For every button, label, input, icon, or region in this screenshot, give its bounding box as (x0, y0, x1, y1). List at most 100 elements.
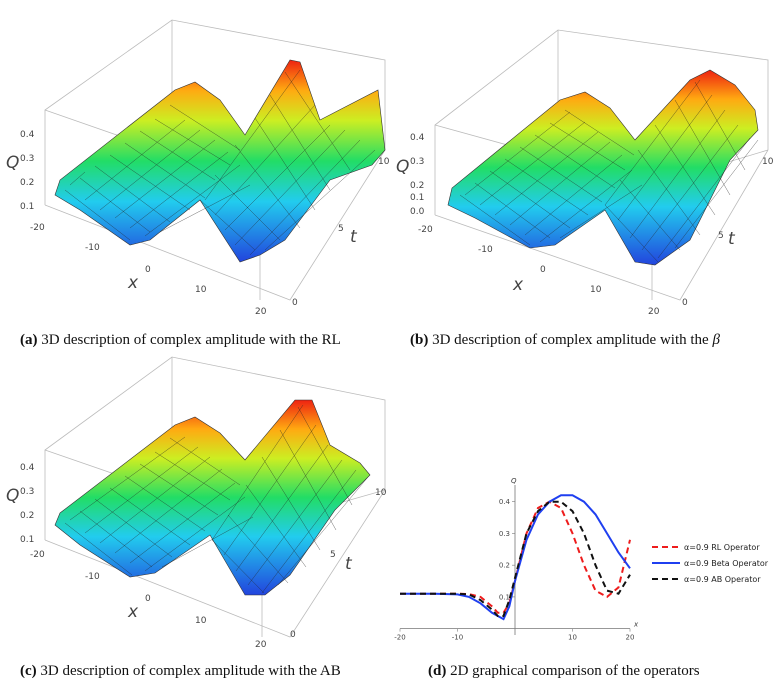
t-axis-label: t (345, 554, 353, 574)
x-tick: 20 (255, 307, 267, 317)
figure-c: 0.4 0.3 0.2 0.1 Q -20 -10 0 10 20 x 0 5 … (0, 345, 395, 688)
q-axis-label: Q (6, 486, 19, 506)
caption-text: 2D graphical comparison of the operators (450, 663, 700, 679)
t-tick: 0 (290, 630, 296, 640)
t-tick: 0 (682, 298, 688, 308)
x-tick-label: 10 (568, 634, 577, 642)
caption-tag: (d) (428, 663, 447, 679)
y-tick-label: 0.4 (499, 498, 511, 506)
q-tick: 0.1 (20, 535, 34, 545)
x-axis: -20 -10 0 10 20 x (418, 225, 660, 317)
surface-wave-c (54, 399, 371, 596)
legend-label-beta: α=0.9 Beta Operator (684, 559, 769, 568)
x-tick: 0 (145, 594, 151, 604)
x-axis: -20 -10 0 10 20 x (30, 223, 267, 317)
chart-legend: α=0.9 RL Operator α=0.9 Beta Operator α=0.… (652, 543, 769, 584)
t-axis-label: t (350, 227, 358, 247)
legend-label-rl: α=0.9 RL Operator (684, 543, 760, 552)
caption-tag: (c) (20, 663, 37, 679)
q-tick: 0.2 (20, 178, 34, 188)
x-axis-label: x (633, 621, 639, 629)
x-tick: -20 (418, 225, 433, 235)
caption-text: 3D description of complex amplitude with… (40, 663, 341, 679)
x-tick-label: -10 (452, 634, 463, 642)
y-axis-label: Q (511, 477, 517, 485)
t-axis: 0 5 10 t (292, 157, 390, 308)
q-tick: 0.0 (410, 207, 425, 217)
q-tick: 0.3 (20, 154, 34, 164)
x-tick: 0 (145, 265, 151, 275)
surface-plot-b: 0.4 0.3 0.2 0.1 0.0 Q -20 -10 0 10 20 x … (396, 29, 774, 317)
figure-a: 0.4 0.3 0.2 0.1 Q -20 -10 0 10 20 x 0 5 … (0, 0, 395, 348)
x-axis: -20 -10 0 10 20 x (30, 550, 267, 650)
t-axis-label: t (728, 229, 736, 249)
x-tick-label: -20 (394, 634, 405, 642)
q-tick: 0.4 (20, 130, 35, 140)
t-tick: 5 (338, 224, 344, 234)
t-tick: 10 (762, 157, 774, 167)
caption-text: 3D description of complex amplitude with… (41, 332, 341, 348)
caption-d: (d) 2D graphical comparison of the opera… (428, 663, 700, 680)
x-tick: -10 (85, 243, 100, 253)
surface-grid-a (64, 69, 376, 256)
surface-grid-c (64, 404, 369, 594)
q-axis-label: Q (6, 153, 19, 173)
caption-text: 3D description of complex amplitude with… (432, 332, 709, 348)
caption-tag: (b) (410, 332, 429, 348)
x-tick: -10 (85, 572, 100, 582)
caption-b: (b) 3D description of complex amplitude … (410, 332, 720, 349)
caption-tag: (a) (20, 332, 38, 348)
x-tick: 10 (590, 285, 602, 295)
x-tick: 10 (195, 285, 207, 295)
line-chart: x Q -20 -10 10 20 0.1 0.2 0.3 0.4 α=0.9 RL Operat… (394, 477, 769, 642)
surface-plot-c: 0.4 0.3 0.2 0.1 Q -20 -10 0 10 20 x 0 5 … (6, 356, 387, 650)
caption-a: (a) 3D description of complex amplitude … (20, 332, 341, 349)
y-tick-label: 0.3 (499, 530, 510, 538)
t-axis: 0 5 10 t (682, 157, 774, 308)
chart-axes: x Q -20 -10 10 20 0.1 0.2 0.3 0.4 (394, 477, 639, 642)
q-axis: 0.4 0.3 0.2 0.1 0.0 Q (396, 133, 425, 217)
series-line-ab (400, 500, 631, 617)
y-tick-label: 0.2 (499, 562, 510, 570)
y-tick-label: 0.1 (499, 593, 510, 601)
x-tick: 10 (195, 616, 207, 626)
legend-label-ab: α=0.9 AB Operator (684, 575, 761, 584)
surface-plot-a: 0.4 0.3 0.2 0.1 Q -20 -10 0 10 20 x 0 5 … (6, 19, 390, 317)
t-tick: 0 (292, 298, 298, 308)
q-axis: 0.4 0.3 0.2 0.1 Q (6, 463, 35, 545)
series-line-beta (400, 494, 631, 621)
t-tick: 5 (718, 231, 724, 241)
x-axis-label: x (127, 602, 139, 622)
q-tick: 0.3 (20, 487, 34, 497)
surface-wave-b (447, 69, 759, 266)
x-tick: -10 (478, 245, 493, 255)
x-axis-label: x (512, 275, 524, 295)
t-tick: 5 (330, 550, 336, 560)
figure-b: 0.4 0.3 0.2 0.1 0.0 Q -20 -10 0 10 20 x … (390, 0, 775, 348)
x-tick: 0 (540, 265, 546, 275)
q-tick: 0.4 (20, 463, 35, 473)
x-tick-label: 20 (626, 634, 635, 642)
q-tick: 0.4 (410, 133, 425, 143)
x-axis-label: x (127, 273, 139, 293)
x-tick: -20 (30, 550, 45, 560)
q-tick: 0.1 (410, 193, 424, 203)
figure-d: x Q -20 -10 10 20 0.1 0.2 0.3 0.4 α=0.9 RL Operat… (390, 475, 775, 688)
q-tick: 0.3 (410, 157, 424, 167)
q-tick: 0.2 (20, 511, 34, 521)
chart-lines (400, 494, 631, 621)
caption-c: (c) 3D description of complex amplitude … (20, 663, 341, 680)
t-axis: 0 5 10 t (290, 488, 387, 640)
t-tick: 10 (375, 488, 387, 498)
q-axis-label: Q (396, 157, 409, 177)
surface-grid-b (459, 79, 759, 263)
q-axis: 0.4 0.3 0.2 0.1 Q (6, 130, 35, 212)
x-tick: 20 (255, 640, 267, 650)
q-tick: 0.1 (20, 202, 34, 212)
x-tick: -20 (30, 223, 45, 233)
beta-symbol: β (712, 332, 720, 348)
x-tick: 20 (648, 307, 660, 317)
t-tick: 10 (378, 157, 390, 167)
surface-wave-a (54, 59, 386, 263)
q-tick: 0.2 (410, 181, 424, 191)
